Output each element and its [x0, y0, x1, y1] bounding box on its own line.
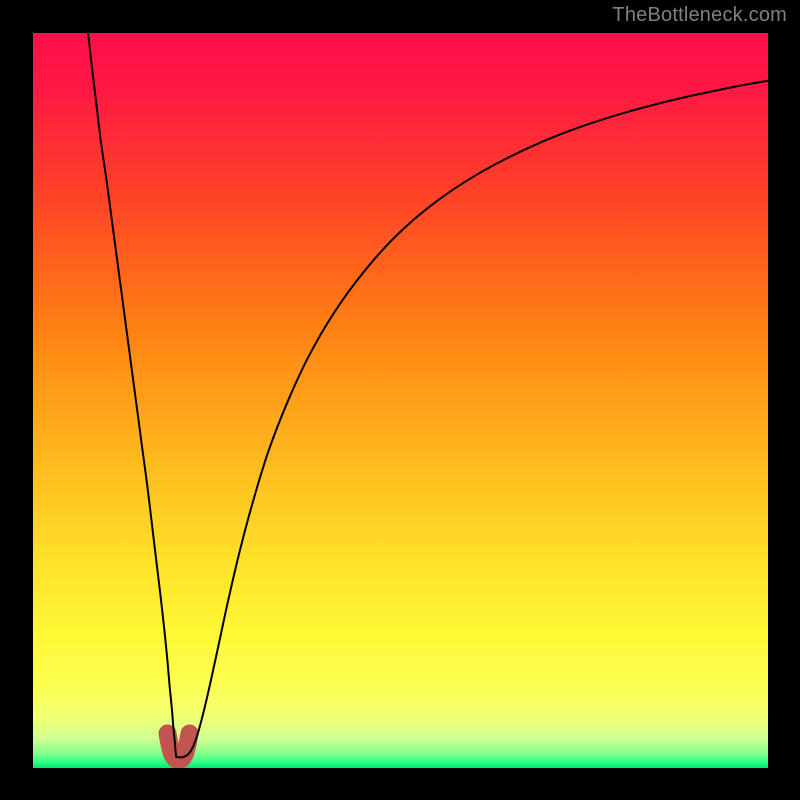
- bottleneck-chart-svg: [33, 33, 768, 768]
- gradient-background: [33, 33, 768, 768]
- chart-frame: [33, 33, 768, 768]
- attribution-text: TheBottleneck.com: [612, 4, 787, 27]
